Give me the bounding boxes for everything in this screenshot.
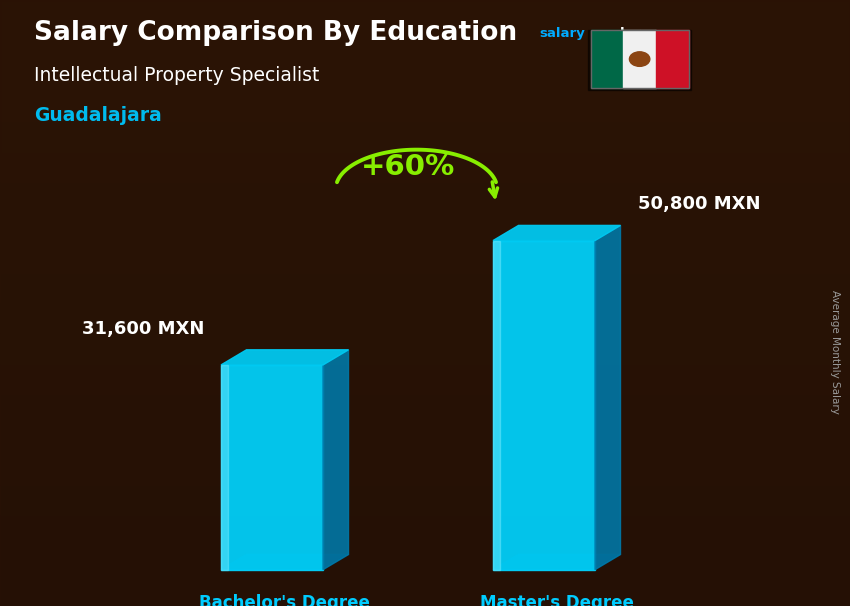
Polygon shape xyxy=(493,225,620,241)
Text: .com: .com xyxy=(651,27,687,40)
Bar xyxy=(0,303,850,333)
Polygon shape xyxy=(595,225,620,570)
Polygon shape xyxy=(221,350,348,365)
Polygon shape xyxy=(221,365,323,570)
Bar xyxy=(0,30,850,61)
Bar xyxy=(0,364,850,394)
Bar xyxy=(0,424,850,454)
Bar xyxy=(0,152,850,182)
Bar xyxy=(0,485,850,515)
Text: explorer: explorer xyxy=(593,27,656,40)
Bar xyxy=(656,30,689,88)
Bar xyxy=(0,212,850,242)
Text: Average Monthly Salary: Average Monthly Salary xyxy=(830,290,840,413)
Bar xyxy=(0,394,850,424)
Bar xyxy=(0,515,850,545)
Text: Guadalajara: Guadalajara xyxy=(34,105,162,125)
Text: 31,600 MXN: 31,600 MXN xyxy=(82,319,204,338)
Bar xyxy=(0,0,850,30)
Bar xyxy=(0,91,850,121)
Polygon shape xyxy=(221,554,348,570)
Bar xyxy=(0,121,850,152)
Text: +60%: +60% xyxy=(361,153,455,181)
Bar xyxy=(0,61,850,91)
Text: 50,800 MXN: 50,800 MXN xyxy=(638,195,760,213)
Text: Bachelor's Degree: Bachelor's Degree xyxy=(199,594,371,606)
Text: Master's Degree: Master's Degree xyxy=(479,594,634,606)
Bar xyxy=(591,30,689,88)
Bar xyxy=(0,333,850,364)
Polygon shape xyxy=(493,241,595,570)
Polygon shape xyxy=(221,365,228,570)
Polygon shape xyxy=(493,554,620,570)
Bar xyxy=(0,545,850,576)
Bar xyxy=(0,454,850,485)
Text: salary: salary xyxy=(540,27,586,40)
Text: Intellectual Property Specialist: Intellectual Property Specialist xyxy=(34,66,320,85)
Polygon shape xyxy=(493,241,500,570)
Circle shape xyxy=(629,52,649,67)
Bar xyxy=(623,30,656,88)
Text: Salary Comparison By Education: Salary Comparison By Education xyxy=(34,21,517,46)
Bar xyxy=(0,242,850,273)
Bar xyxy=(588,30,691,90)
Bar xyxy=(0,182,850,212)
Bar xyxy=(0,576,850,606)
Polygon shape xyxy=(323,350,348,570)
Bar xyxy=(0,273,850,303)
Bar xyxy=(591,30,623,88)
